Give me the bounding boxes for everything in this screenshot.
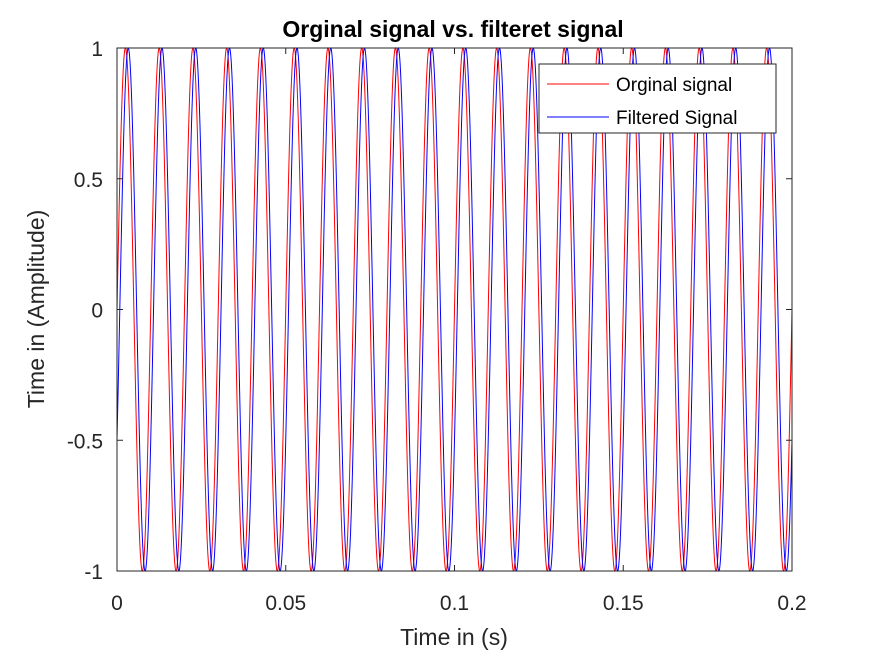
series-line-original-signal: [116, 47, 793, 572]
y-tick-label: -0.5: [67, 430, 103, 453]
x-ticks: 0 0.05 0.1 0.15 0.2: [111, 48, 807, 615]
y-tick-label: 0.5: [74, 169, 103, 192]
legend-label-filtered-signal: Filtered Signal: [616, 108, 737, 129]
y-tick-label: 0: [91, 300, 103, 323]
y-tick-label: -1: [84, 561, 103, 584]
x-axis-label: Time in (s): [400, 624, 508, 650]
y-ticks: -1 -0.5 0 0.5 1: [67, 38, 792, 584]
x-tick-label: 0: [111, 592, 123, 615]
axes: 0 0.05 0.1 0.15 0.2 -1 -0.5 0 0.5 1: [67, 38, 807, 615]
chart-title: Orginal signal vs. filteret signal: [282, 16, 623, 42]
legend-label-original-signal: Orginal signal: [616, 75, 732, 96]
legend-box: [538, 63, 777, 134]
y-axis-label: Time in (Amplitude): [23, 210, 49, 409]
x-tick-label: 0.1: [440, 592, 469, 615]
x-tick-label: 0.2: [777, 592, 806, 615]
x-tick-label: 0.15: [603, 592, 644, 615]
legend: Orginal signal Filtered Signal: [538, 63, 777, 134]
x-tick-label: 0.05: [265, 592, 306, 615]
y-tick-label: 1: [91, 38, 103, 61]
